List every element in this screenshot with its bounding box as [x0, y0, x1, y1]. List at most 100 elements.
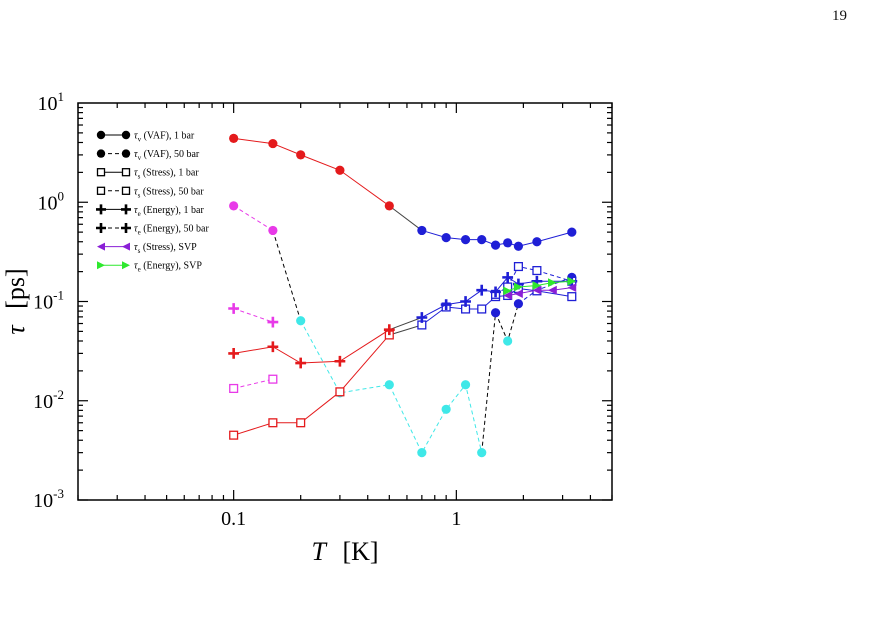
data-point [416, 312, 428, 323]
data-point [548, 285, 557, 295]
data-point [476, 284, 488, 296]
page-number: 19 [832, 8, 847, 24]
series-line [233, 334, 390, 436]
ticks-layer: 0.1 1 10-3 10-2 10-1 100 101 [33, 89, 613, 530]
series [503, 276, 577, 296]
series-line [233, 205, 274, 231]
y-axis-unit: [ps] [1, 268, 30, 308]
data-point [268, 418, 278, 428]
data-point [267, 341, 279, 353]
plot-frame [77, 102, 613, 501]
data-point [460, 235, 471, 245]
data-point [460, 380, 471, 390]
y-tick-label: 10-1 [33, 288, 64, 314]
data-point [121, 223, 131, 233]
x-axis-symbol: T [311, 537, 327, 566]
legend-item: τv (VAF), 50 bar [96, 149, 200, 162]
data-point [503, 291, 513, 300]
data-point [335, 165, 345, 175]
series [229, 284, 577, 440]
data-point [384, 380, 394, 390]
legend-label: τv (VAF), 50 bar [134, 149, 200, 162]
data-point [96, 186, 106, 195]
data-point [441, 404, 451, 414]
legend-item: τs (Stress), 1 bar [96, 168, 199, 181]
data-point [477, 304, 487, 314]
data-point [490, 286, 501, 298]
data-point [122, 242, 130, 251]
data-point [513, 299, 524, 309]
x-axis-unit: [K] [342, 537, 378, 566]
data-point [268, 374, 278, 384]
legend-label: τv (VAF), 1 bar [134, 131, 195, 144]
data-point [122, 261, 130, 270]
y-tick-label: 101 [38, 89, 65, 115]
data-point [295, 357, 307, 369]
data-point [532, 237, 542, 247]
data-point [532, 266, 542, 276]
series-layer [228, 133, 578, 458]
data-point [514, 282, 523, 292]
legend-item: τs (Stress), SVP [97, 242, 197, 255]
data-point [121, 168, 131, 177]
legend-label: τe (Energy), SVP [134, 261, 202, 274]
data-point [383, 324, 395, 336]
data-point [229, 430, 239, 440]
legend-label: τe (Energy), 1 bar [134, 205, 204, 218]
series-line [481, 312, 497, 453]
data-point [335, 387, 345, 397]
legend-label: τe (Energy), 50 bar [134, 224, 209, 237]
data-point [417, 448, 427, 458]
legend-item: τe (Energy), 1 bar [96, 204, 204, 218]
data-point [502, 271, 514, 283]
data-point [296, 150, 306, 160]
data-point [96, 204, 106, 215]
data-point [503, 336, 513, 346]
data-point [96, 149, 106, 158]
data-point [97, 261, 105, 270]
data-point [490, 308, 501, 318]
data-point [567, 283, 577, 293]
data-point [477, 235, 487, 245]
y-tick-label: 10-3 [33, 486, 64, 512]
data-point [460, 296, 471, 307]
legend: τv (VAF), 1 bar τv (VAF), 50 bar τs (Stres… [96, 131, 209, 274]
data-point [503, 286, 513, 296]
data-point [513, 241, 524, 251]
data-point [503, 238, 513, 248]
series [229, 261, 577, 394]
series-line [233, 308, 274, 323]
data-point [229, 383, 239, 394]
data-point [384, 201, 394, 211]
data-point [532, 281, 542, 290]
series-line [233, 137, 390, 207]
data-point [548, 278, 557, 288]
y-tick-label: 100 [38, 188, 65, 214]
series-line [272, 230, 302, 321]
data-point [490, 240, 501, 250]
y-tick-label: 10-2 [33, 387, 64, 413]
x-tick-label: 0.1 [221, 508, 246, 530]
data-point [267, 316, 279, 328]
data-point [296, 418, 306, 428]
data-point [334, 355, 346, 367]
data-point [532, 285, 542, 295]
series-line [233, 329, 390, 364]
data-point [228, 347, 240, 359]
data-point [417, 225, 427, 236]
data-point [121, 130, 131, 140]
data-point [229, 133, 239, 143]
data-point [440, 299, 452, 311]
data-point [121, 204, 131, 215]
data-point [567, 227, 577, 237]
y-axis-symbol: τ [1, 324, 30, 335]
series [228, 303, 279, 328]
legend-item: τe (Energy), SVP [97, 261, 202, 274]
data-point [229, 201, 239, 211]
data-point [228, 303, 240, 314]
legend-label: τs (Stress), 50 bar [134, 186, 204, 199]
data-point [477, 448, 487, 458]
series-line [389, 205, 423, 231]
x-tick-label: 1 [451, 508, 461, 530]
